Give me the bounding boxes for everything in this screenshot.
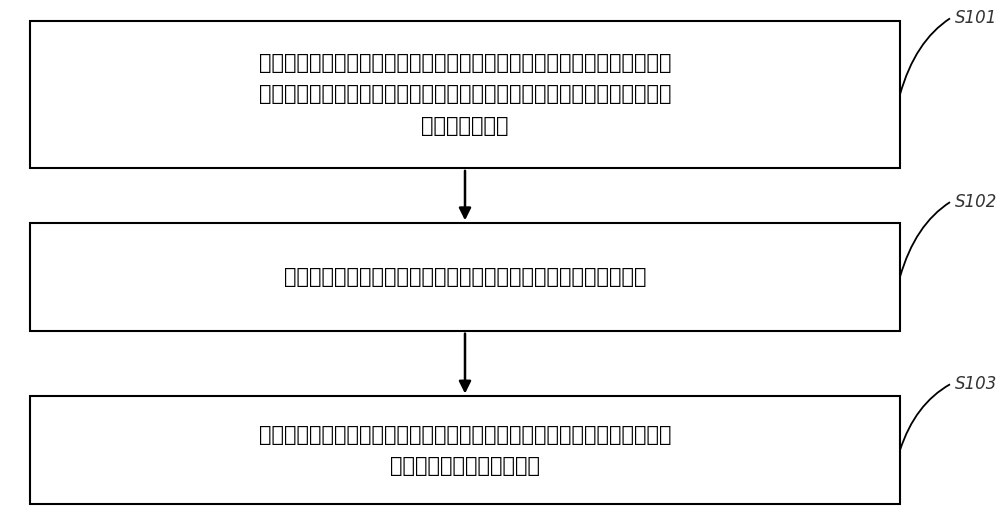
Text: 若否，则断开不符合当前时段预设运行参数的电气设备，且接入符合当前时
段预设运行参数的电气设备: 若否，则断开不符合当前时段预设运行参数的电气设备，且接入符合当前时 段预设运行参… [259, 425, 671, 476]
FancyBboxPatch shape [30, 396, 900, 504]
Text: S102: S102 [955, 193, 997, 211]
FancyBboxPatch shape [30, 21, 900, 168]
Text: 判断所述当前电路中各个电气参数是否符合当前时段预设运行参数: 判断所述当前电路中各个电气参数是否符合当前时段预设运行参数 [284, 267, 646, 287]
Text: S101: S101 [955, 9, 997, 27]
Text: S103: S103 [955, 375, 997, 393]
FancyBboxPatch shape [30, 223, 900, 331]
Text: 获取当前电路中各个电气参数，其中，所述当前电路中各个电气参数是指电
路中各个支路的电流大小、各个电气设备接入处两端的电压大小和各个电气
设备的阻抗大小: 获取当前电路中各个电气参数，其中，所述当前电路中各个电气参数是指电 路中各个支路… [259, 54, 671, 135]
